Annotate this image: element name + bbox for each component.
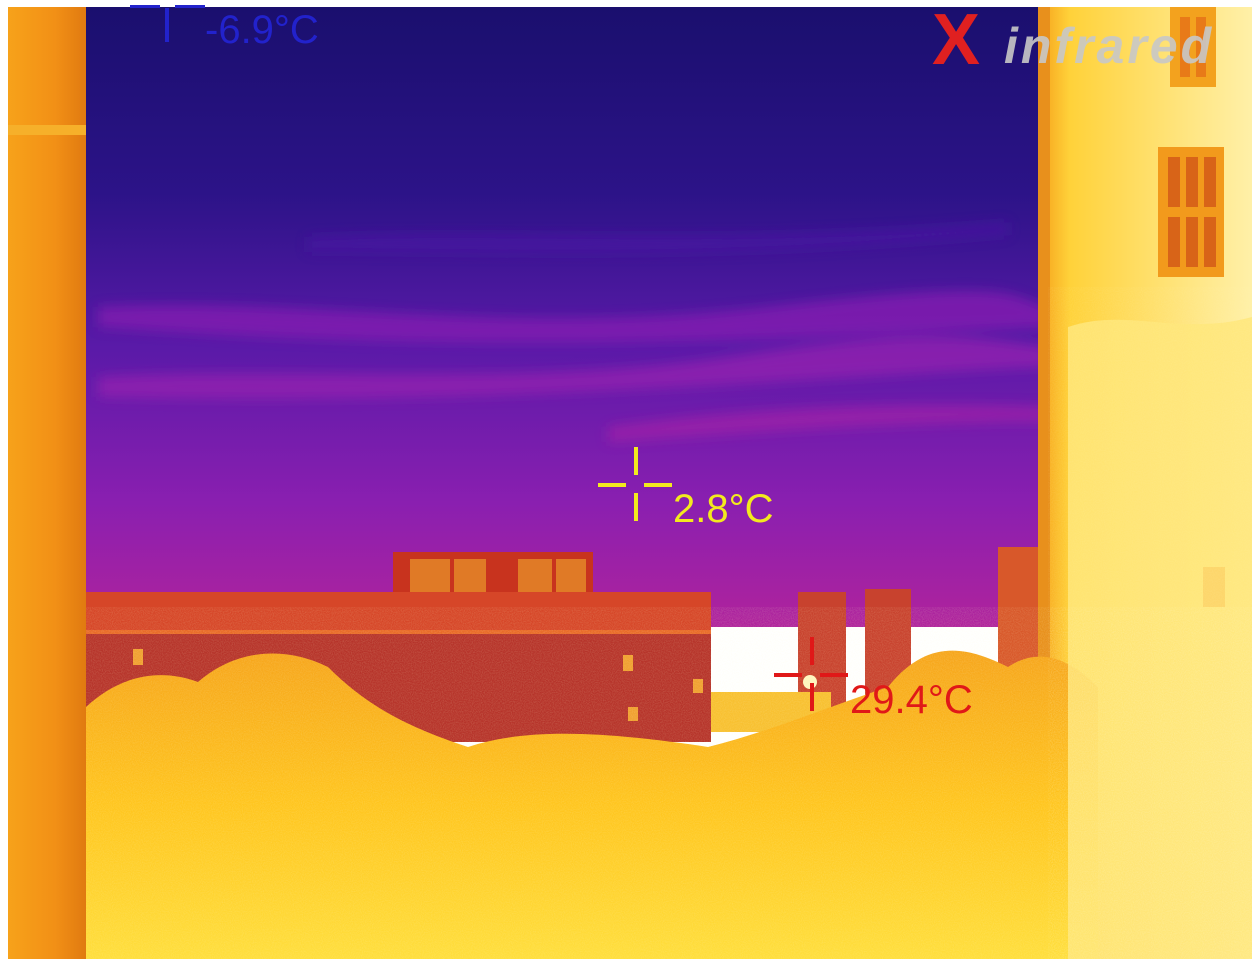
brand-logo: X infrared <box>924 0 1254 82</box>
rooftop-units <box>393 552 593 597</box>
logo-wordmark: infrared <box>1004 18 1215 74</box>
center-temperature-label: 2.8°C <box>673 487 774 531</box>
left-pillar <box>8 7 86 959</box>
max-temperature-label: 29.4°C <box>850 678 973 722</box>
right-building-windows <box>1158 7 1225 607</box>
logo-x-mark: X <box>932 0 981 80</box>
cloud-streaks <box>98 222 1048 442</box>
min-crosshair <box>120 0 205 46</box>
thermal-image <box>8 7 1252 959</box>
center-crosshair <box>598 447 674 523</box>
min-temperature-label: -6.9°C <box>205 8 319 52</box>
max-crosshair <box>774 637 850 713</box>
